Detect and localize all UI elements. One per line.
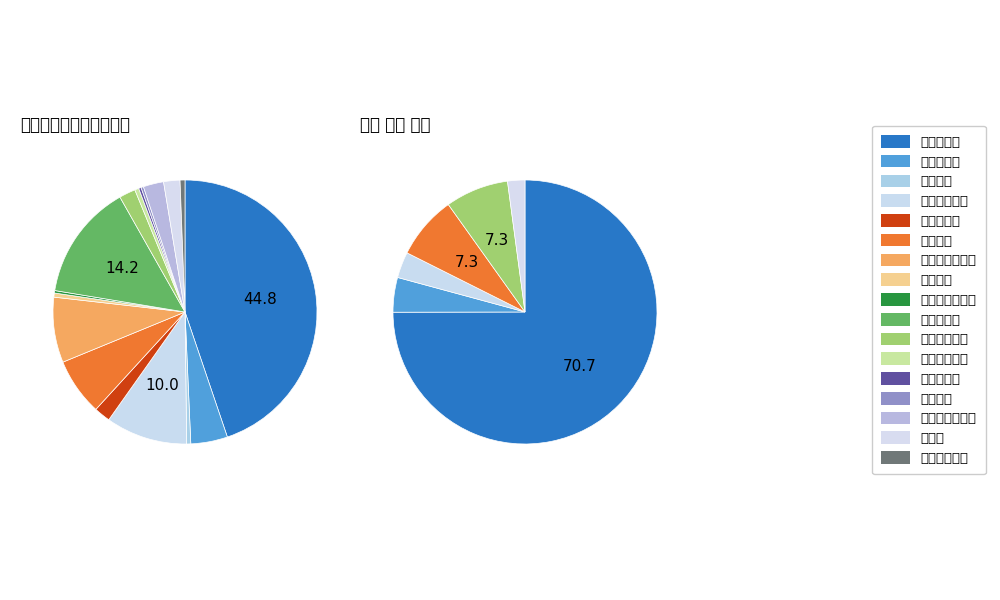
Wedge shape [407,205,525,312]
Wedge shape [393,180,657,444]
Wedge shape [120,190,185,312]
Wedge shape [507,180,525,312]
Wedge shape [185,312,191,444]
Wedge shape [141,187,185,312]
Wedge shape [55,197,185,312]
Wedge shape [54,290,185,312]
Wedge shape [109,312,187,444]
Wedge shape [96,312,185,420]
Wedge shape [54,293,185,312]
Wedge shape [63,312,185,409]
Wedge shape [143,182,185,312]
Wedge shape [53,297,185,362]
Wedge shape [135,188,185,312]
Wedge shape [164,180,185,312]
Text: 7.3: 7.3 [485,233,509,248]
Wedge shape [180,180,185,312]
Wedge shape [398,253,525,312]
Wedge shape [448,181,525,312]
Legend: ストレート, ツーシーム, シュート, カットボール, スプリット, フォーク, チェンジアップ, シンカー, 高速スライダー, スライダー, 縦スライダー, : ストレート, ツーシーム, シュート, カットボール, スプリット, フォーク,… [872,126,986,474]
Wedge shape [393,277,525,312]
Text: セ・リーグ全プレイヤー: セ・リーグ全プレイヤー [20,116,130,134]
Wedge shape [139,188,185,312]
Text: 7.3: 7.3 [455,255,479,270]
Text: 14.2: 14.2 [105,260,139,275]
Text: 70.7: 70.7 [562,359,596,374]
Text: 44.8: 44.8 [244,292,277,307]
Text: 10.0: 10.0 [145,377,179,392]
Text: 山﨑 伊織 選手: 山﨑 伊織 選手 [360,116,430,134]
Wedge shape [185,180,317,437]
Wedge shape [185,312,227,444]
